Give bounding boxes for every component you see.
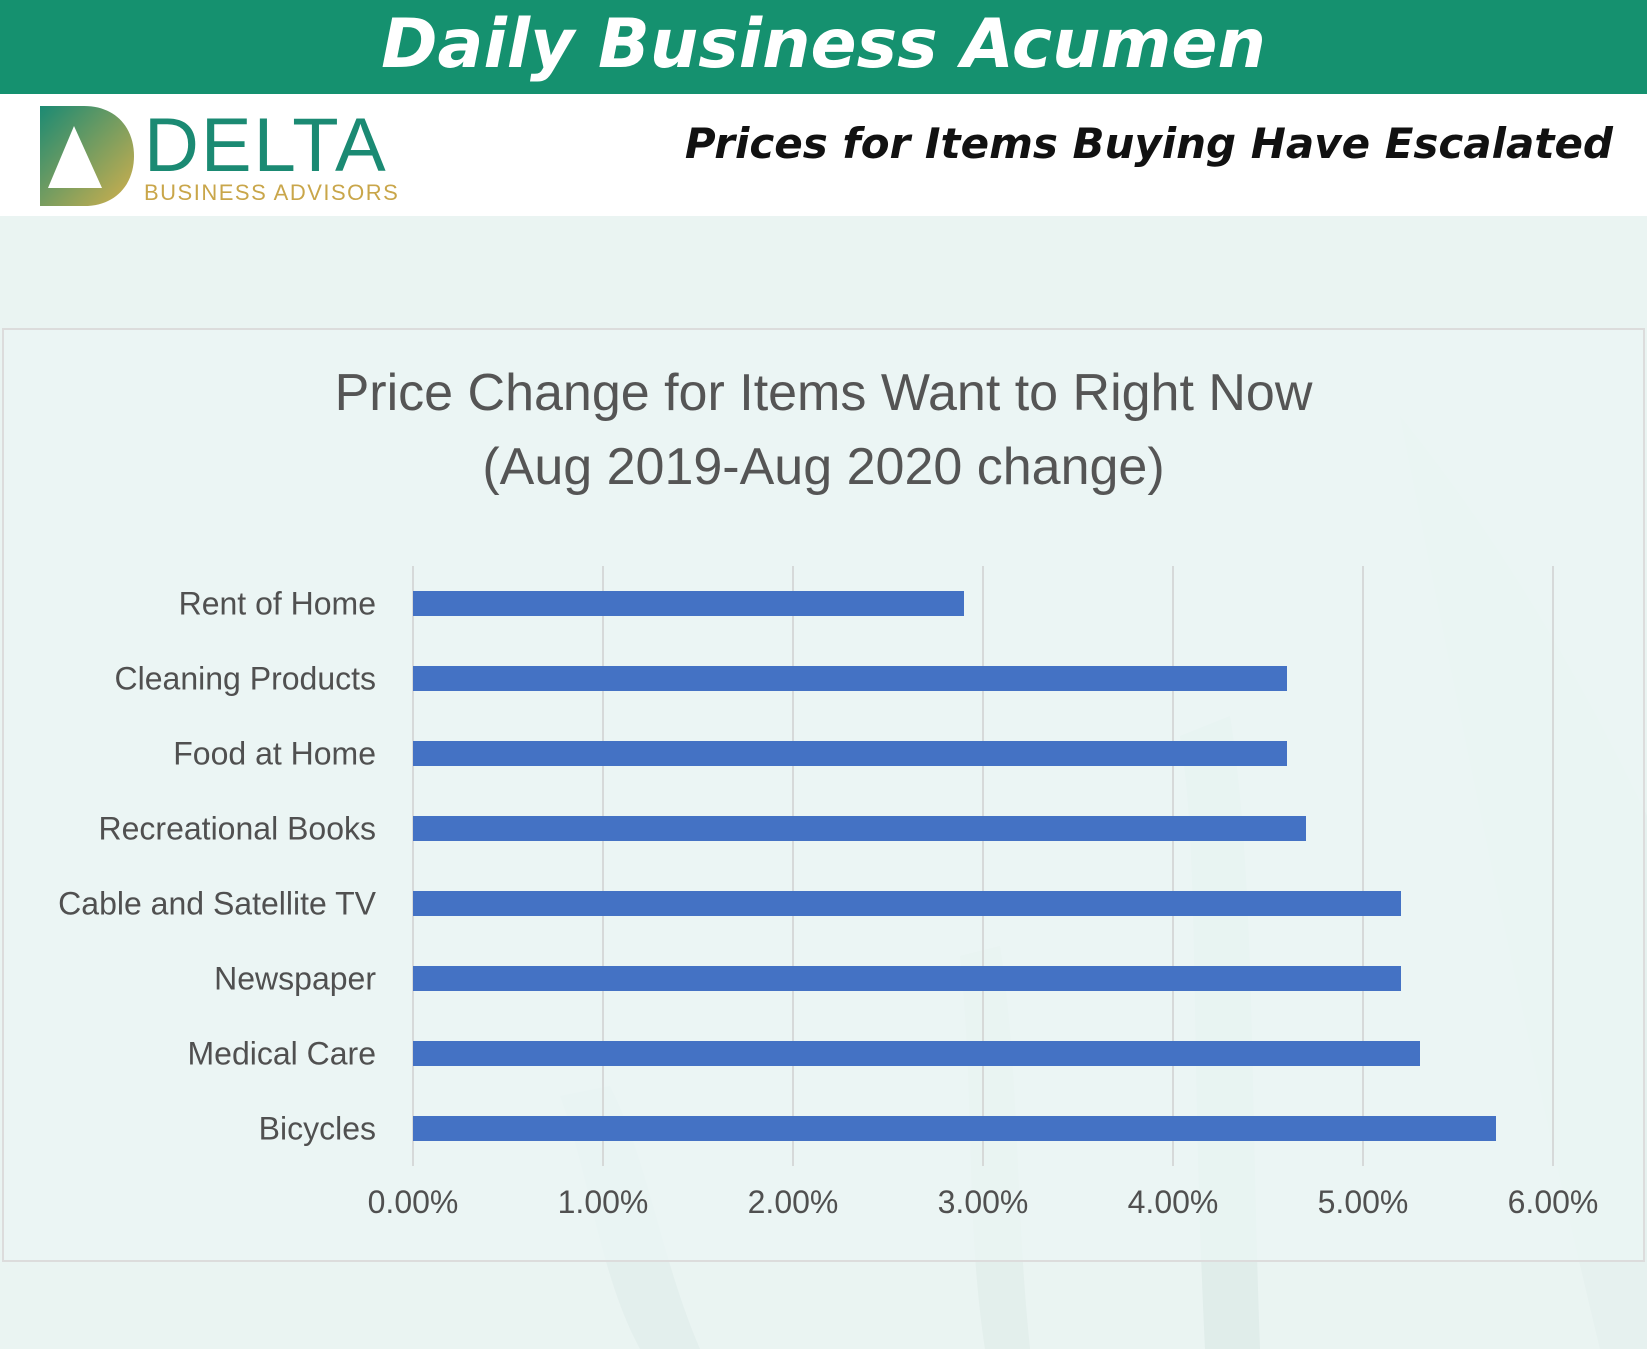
brand-strip: DELTA BUSINESS ADVISORS Prices for Items… bbox=[0, 94, 1647, 216]
x-tick-label: 5.00% bbox=[1318, 1184, 1409, 1220]
bar bbox=[413, 966, 1401, 991]
bar bbox=[413, 891, 1401, 916]
brand-name: DELTA bbox=[144, 103, 388, 188]
bar bbox=[413, 816, 1306, 841]
bar bbox=[413, 591, 964, 616]
category-label: Cleaning Products bbox=[115, 661, 376, 697]
site-title: Daily Business Acumen bbox=[381, 5, 1266, 84]
bar bbox=[413, 1041, 1420, 1066]
chart-panel: Price Change for Items Want to Right Now… bbox=[2, 328, 1645, 1262]
x-tick-label: 4.00% bbox=[1128, 1184, 1219, 1220]
category-label: Rent of Home bbox=[179, 586, 376, 622]
x-tick-label: 3.00% bbox=[938, 1184, 1029, 1220]
category-label: Medical Care bbox=[187, 1036, 376, 1072]
brand-tagline: BUSINESS ADVISORS bbox=[144, 180, 400, 205]
bar bbox=[413, 666, 1287, 691]
category-label: Bicycles bbox=[259, 1111, 376, 1147]
category-label: Newspaper bbox=[214, 961, 376, 997]
chart-title-line-1: Price Change for Items Want to Right Now bbox=[334, 364, 1313, 422]
x-tick-label: 1.00% bbox=[558, 1184, 649, 1220]
delta-triangle-logo-icon bbox=[40, 106, 134, 206]
x-tick-label: 0.00% bbox=[368, 1184, 459, 1220]
x-tick-label: 2.00% bbox=[748, 1184, 839, 1220]
headline: Prices for Items Buying Have Escalated bbox=[684, 119, 1613, 168]
x-tick-label: 6.00% bbox=[1508, 1184, 1599, 1220]
chart-title: Price Change for Items Want to Right Now… bbox=[4, 356, 1643, 504]
header-band: Daily Business Acumen bbox=[0, 0, 1647, 94]
category-label: Food at Home bbox=[173, 736, 376, 772]
category-label: Recreational Books bbox=[99, 811, 376, 847]
category-label: Cable and Satellite TV bbox=[58, 886, 376, 922]
chart-title-line-2: (Aug 2019-Aug 2020 change) bbox=[482, 438, 1165, 496]
bar bbox=[413, 1116, 1496, 1141]
bar-chart: Rent of Home Cleaning Products Food at Hom… bbox=[58, 566, 1599, 1220]
delta-logo[interactable]: DELTA BUSINESS ADVISORS bbox=[40, 106, 420, 206]
bar bbox=[413, 741, 1287, 766]
